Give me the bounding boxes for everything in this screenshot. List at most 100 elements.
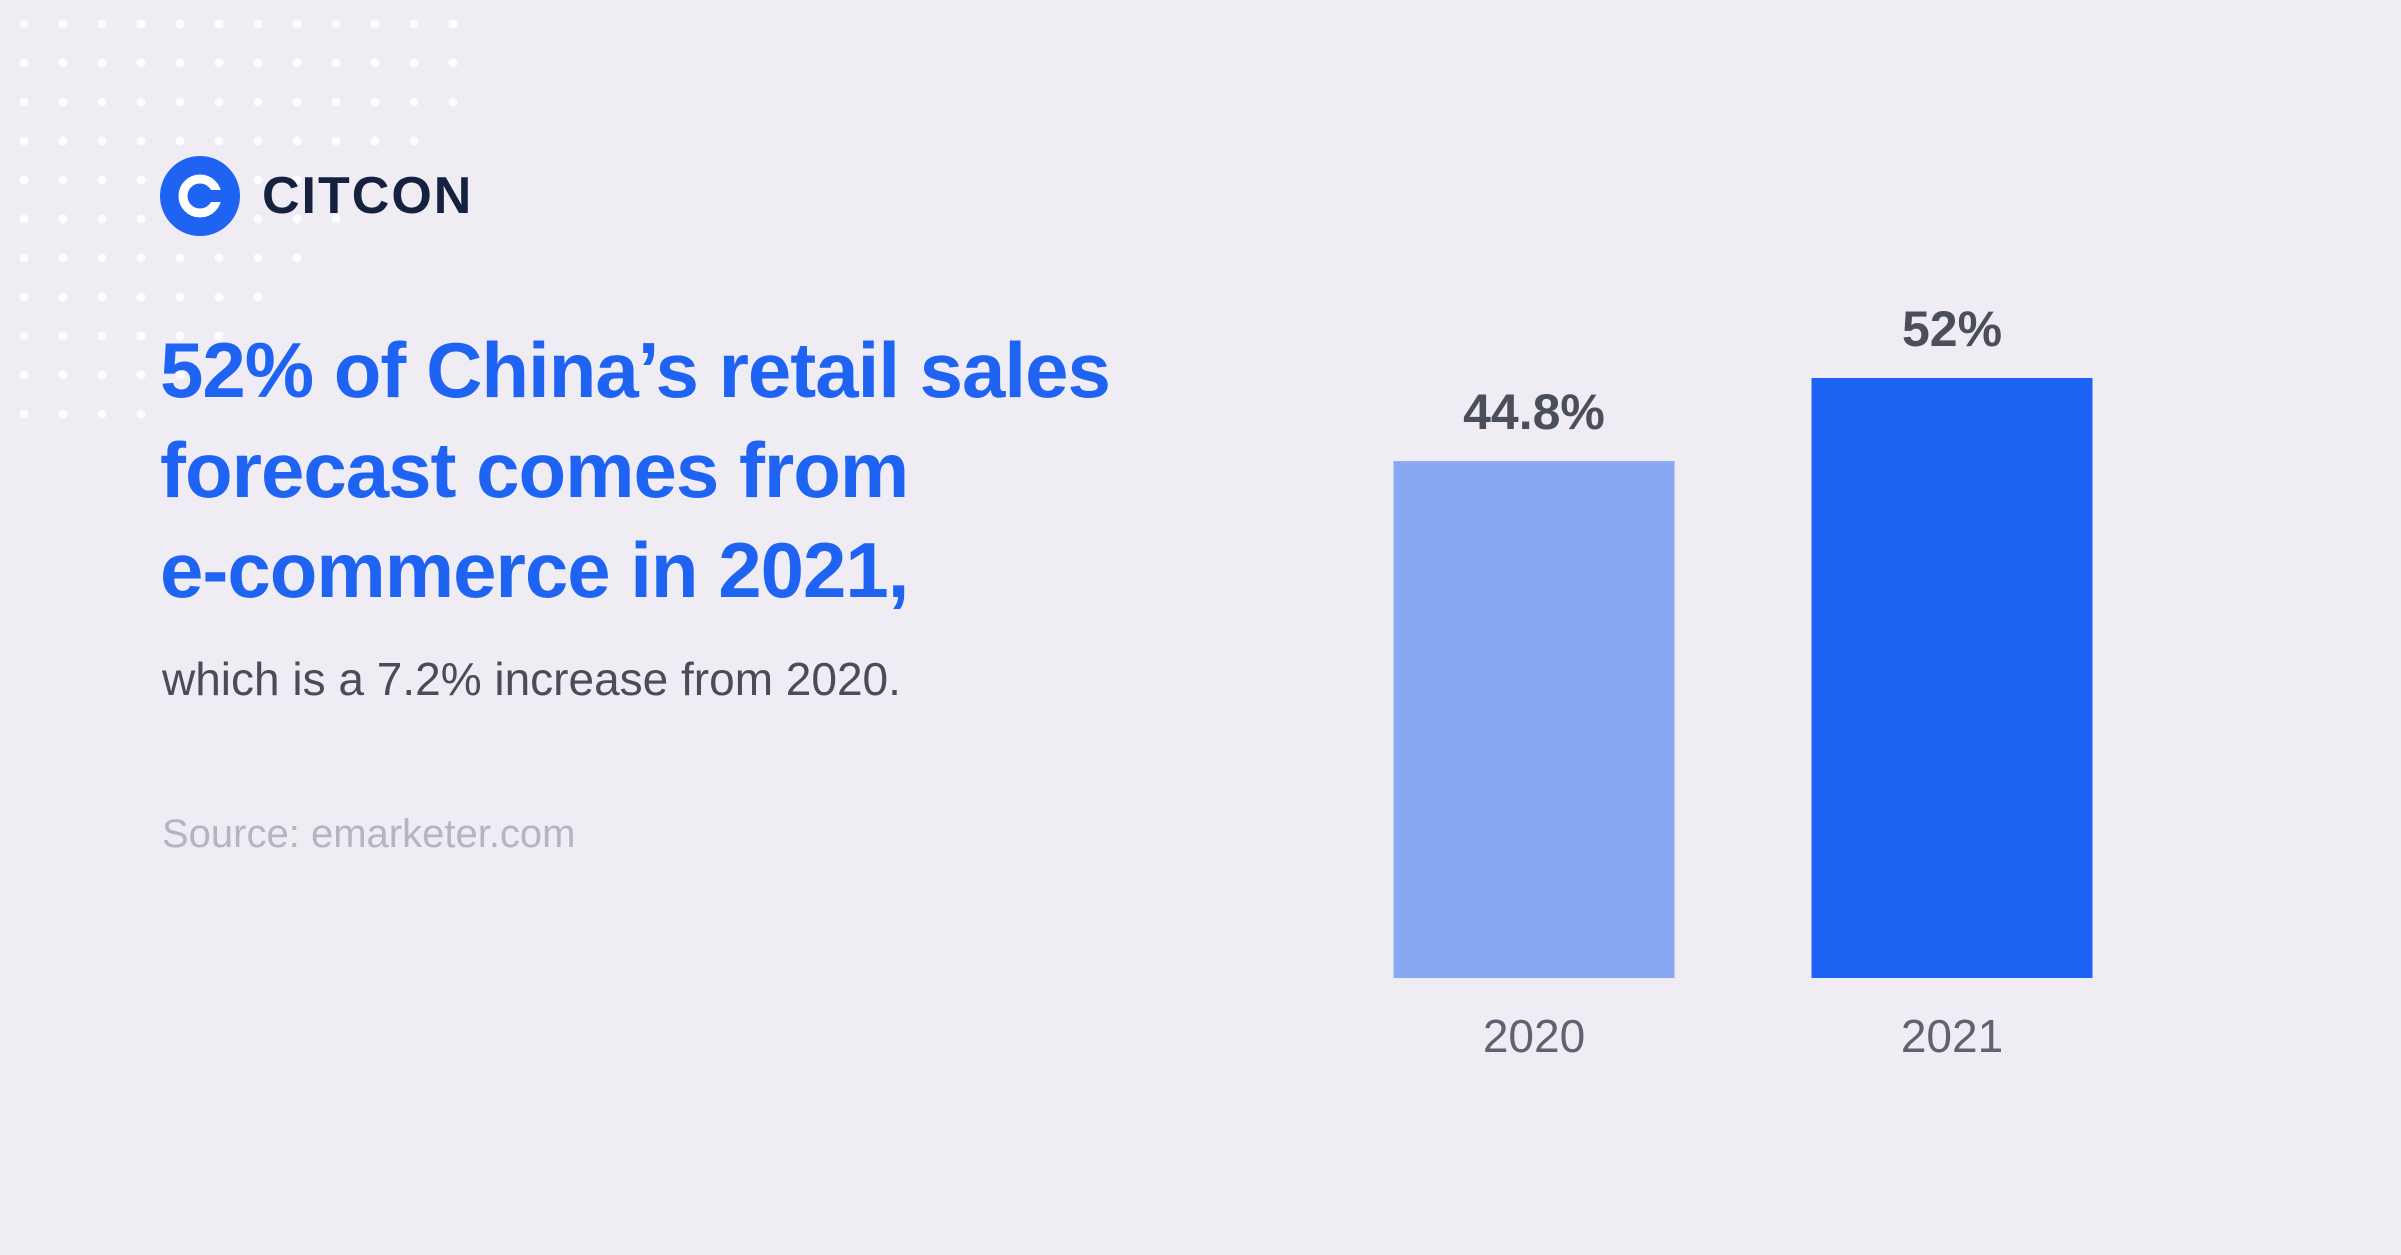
decorative-dot	[19, 331, 29, 341]
decorative-dot	[175, 19, 185, 29]
decorative-dot	[58, 175, 68, 185]
decorative-dot	[331, 58, 341, 68]
bar-2020	[1393, 461, 1675, 979]
decorative-dot	[175, 292, 185, 302]
decorative-dot	[409, 136, 419, 146]
decorative-dot	[58, 331, 68, 341]
decorative-dot	[97, 253, 107, 263]
decorative-dot	[370, 19, 380, 29]
decorative-dot	[58, 136, 68, 146]
decorative-dot	[175, 58, 185, 68]
decorative-dot	[136, 331, 146, 341]
decorative-dot	[175, 253, 185, 263]
decorative-dot	[19, 136, 29, 146]
decorative-dot	[19, 58, 29, 68]
decorative-dot	[370, 97, 380, 107]
decorative-dot	[370, 58, 380, 68]
decorative-dot	[214, 253, 224, 263]
decorative-dot	[214, 58, 224, 68]
decorative-dot	[97, 19, 107, 29]
decorative-dot	[448, 97, 458, 107]
decorative-dot	[97, 331, 107, 341]
decorative-dot	[292, 175, 302, 185]
decorative-dot	[214, 331, 224, 341]
decorative-dot	[409, 19, 419, 29]
bar-2021	[1811, 378, 2093, 978]
decorative-dot	[19, 19, 29, 29]
decorative-dot	[331, 136, 341, 146]
decorative-dot	[136, 253, 146, 263]
decorative-dot	[136, 19, 146, 29]
decorative-dot	[448, 58, 458, 68]
decorative-dot	[97, 136, 107, 146]
decorative-dot	[97, 175, 107, 185]
decorative-dot	[409, 58, 419, 68]
category-label-2020: 2020	[1483, 1010, 1585, 1062]
decorative-dot	[214, 136, 224, 146]
decorative-dot	[253, 58, 263, 68]
decorative-dot	[19, 97, 29, 107]
decorative-dot	[97, 370, 107, 380]
decorative-dot	[19, 370, 29, 380]
decorative-dot	[214, 97, 224, 107]
decorative-dot	[253, 214, 263, 224]
decorative-dot	[58, 370, 68, 380]
decorative-dot	[370, 175, 380, 185]
decorative-dot	[58, 253, 68, 263]
decorative-dot	[175, 370, 185, 380]
citcon-logo-icon	[160, 156, 240, 236]
headline-line-2: forecast comes from	[160, 426, 909, 514]
decorative-dot	[58, 409, 68, 419]
dot-grid-decoration	[19, 19, 458, 419]
decorative-dot	[136, 370, 146, 380]
decorative-dot	[97, 97, 107, 107]
brand-logo: CITCON	[160, 155, 473, 237]
value-label-2021: 52%	[1902, 301, 2002, 357]
decorative-dot	[253, 175, 263, 185]
decorative-dot	[253, 292, 263, 302]
decorative-dot	[97, 292, 107, 302]
decorative-dot	[370, 136, 380, 146]
decorative-dot	[253, 253, 263, 263]
decorative-dot	[253, 97, 263, 107]
decorative-dot	[292, 97, 302, 107]
decorative-dot	[214, 19, 224, 29]
decorative-dot	[214, 292, 224, 302]
decorative-dot	[58, 58, 68, 68]
decorative-dot	[58, 97, 68, 107]
decorative-dot	[136, 175, 146, 185]
decorative-dot	[409, 97, 419, 107]
decorative-dot	[253, 136, 263, 146]
decorative-dot	[292, 214, 302, 224]
decorative-dot	[253, 19, 263, 29]
decorative-dot	[292, 253, 302, 263]
decorative-dot	[175, 136, 185, 146]
category-label-2021: 2021	[1901, 1010, 2003, 1062]
decorative-dot	[97, 214, 107, 224]
decorative-dot	[331, 175, 341, 185]
decorative-dot	[97, 409, 107, 419]
headline: 52% of China’s retail sales forecast com…	[160, 320, 1300, 620]
decorative-dot	[58, 19, 68, 29]
decorative-dot	[292, 19, 302, 29]
headline-line-3: e-commerce in 2021,	[160, 526, 909, 614]
decorative-dot	[58, 292, 68, 302]
decorative-dot	[97, 58, 107, 68]
headline-line-1: 52% of China’s retail sales	[160, 326, 1111, 414]
source-note: Source: emarketer.com	[162, 812, 576, 856]
decorative-dot	[175, 97, 185, 107]
decorative-dot	[136, 292, 146, 302]
value-label-2020: 44.8%	[1463, 384, 1605, 440]
decorative-dot	[19, 175, 29, 185]
decorative-dot	[292, 58, 302, 68]
decorative-dot	[292, 136, 302, 146]
decorative-dot	[175, 331, 185, 341]
decorative-dot	[136, 409, 146, 419]
decorative-dot	[19, 409, 29, 419]
decorative-dot	[331, 97, 341, 107]
subtext: which is a 7.2% increase from 2020.	[162, 653, 901, 705]
decorative-dot	[19, 214, 29, 224]
decorative-dot	[136, 214, 146, 224]
decorative-dot	[58, 214, 68, 224]
